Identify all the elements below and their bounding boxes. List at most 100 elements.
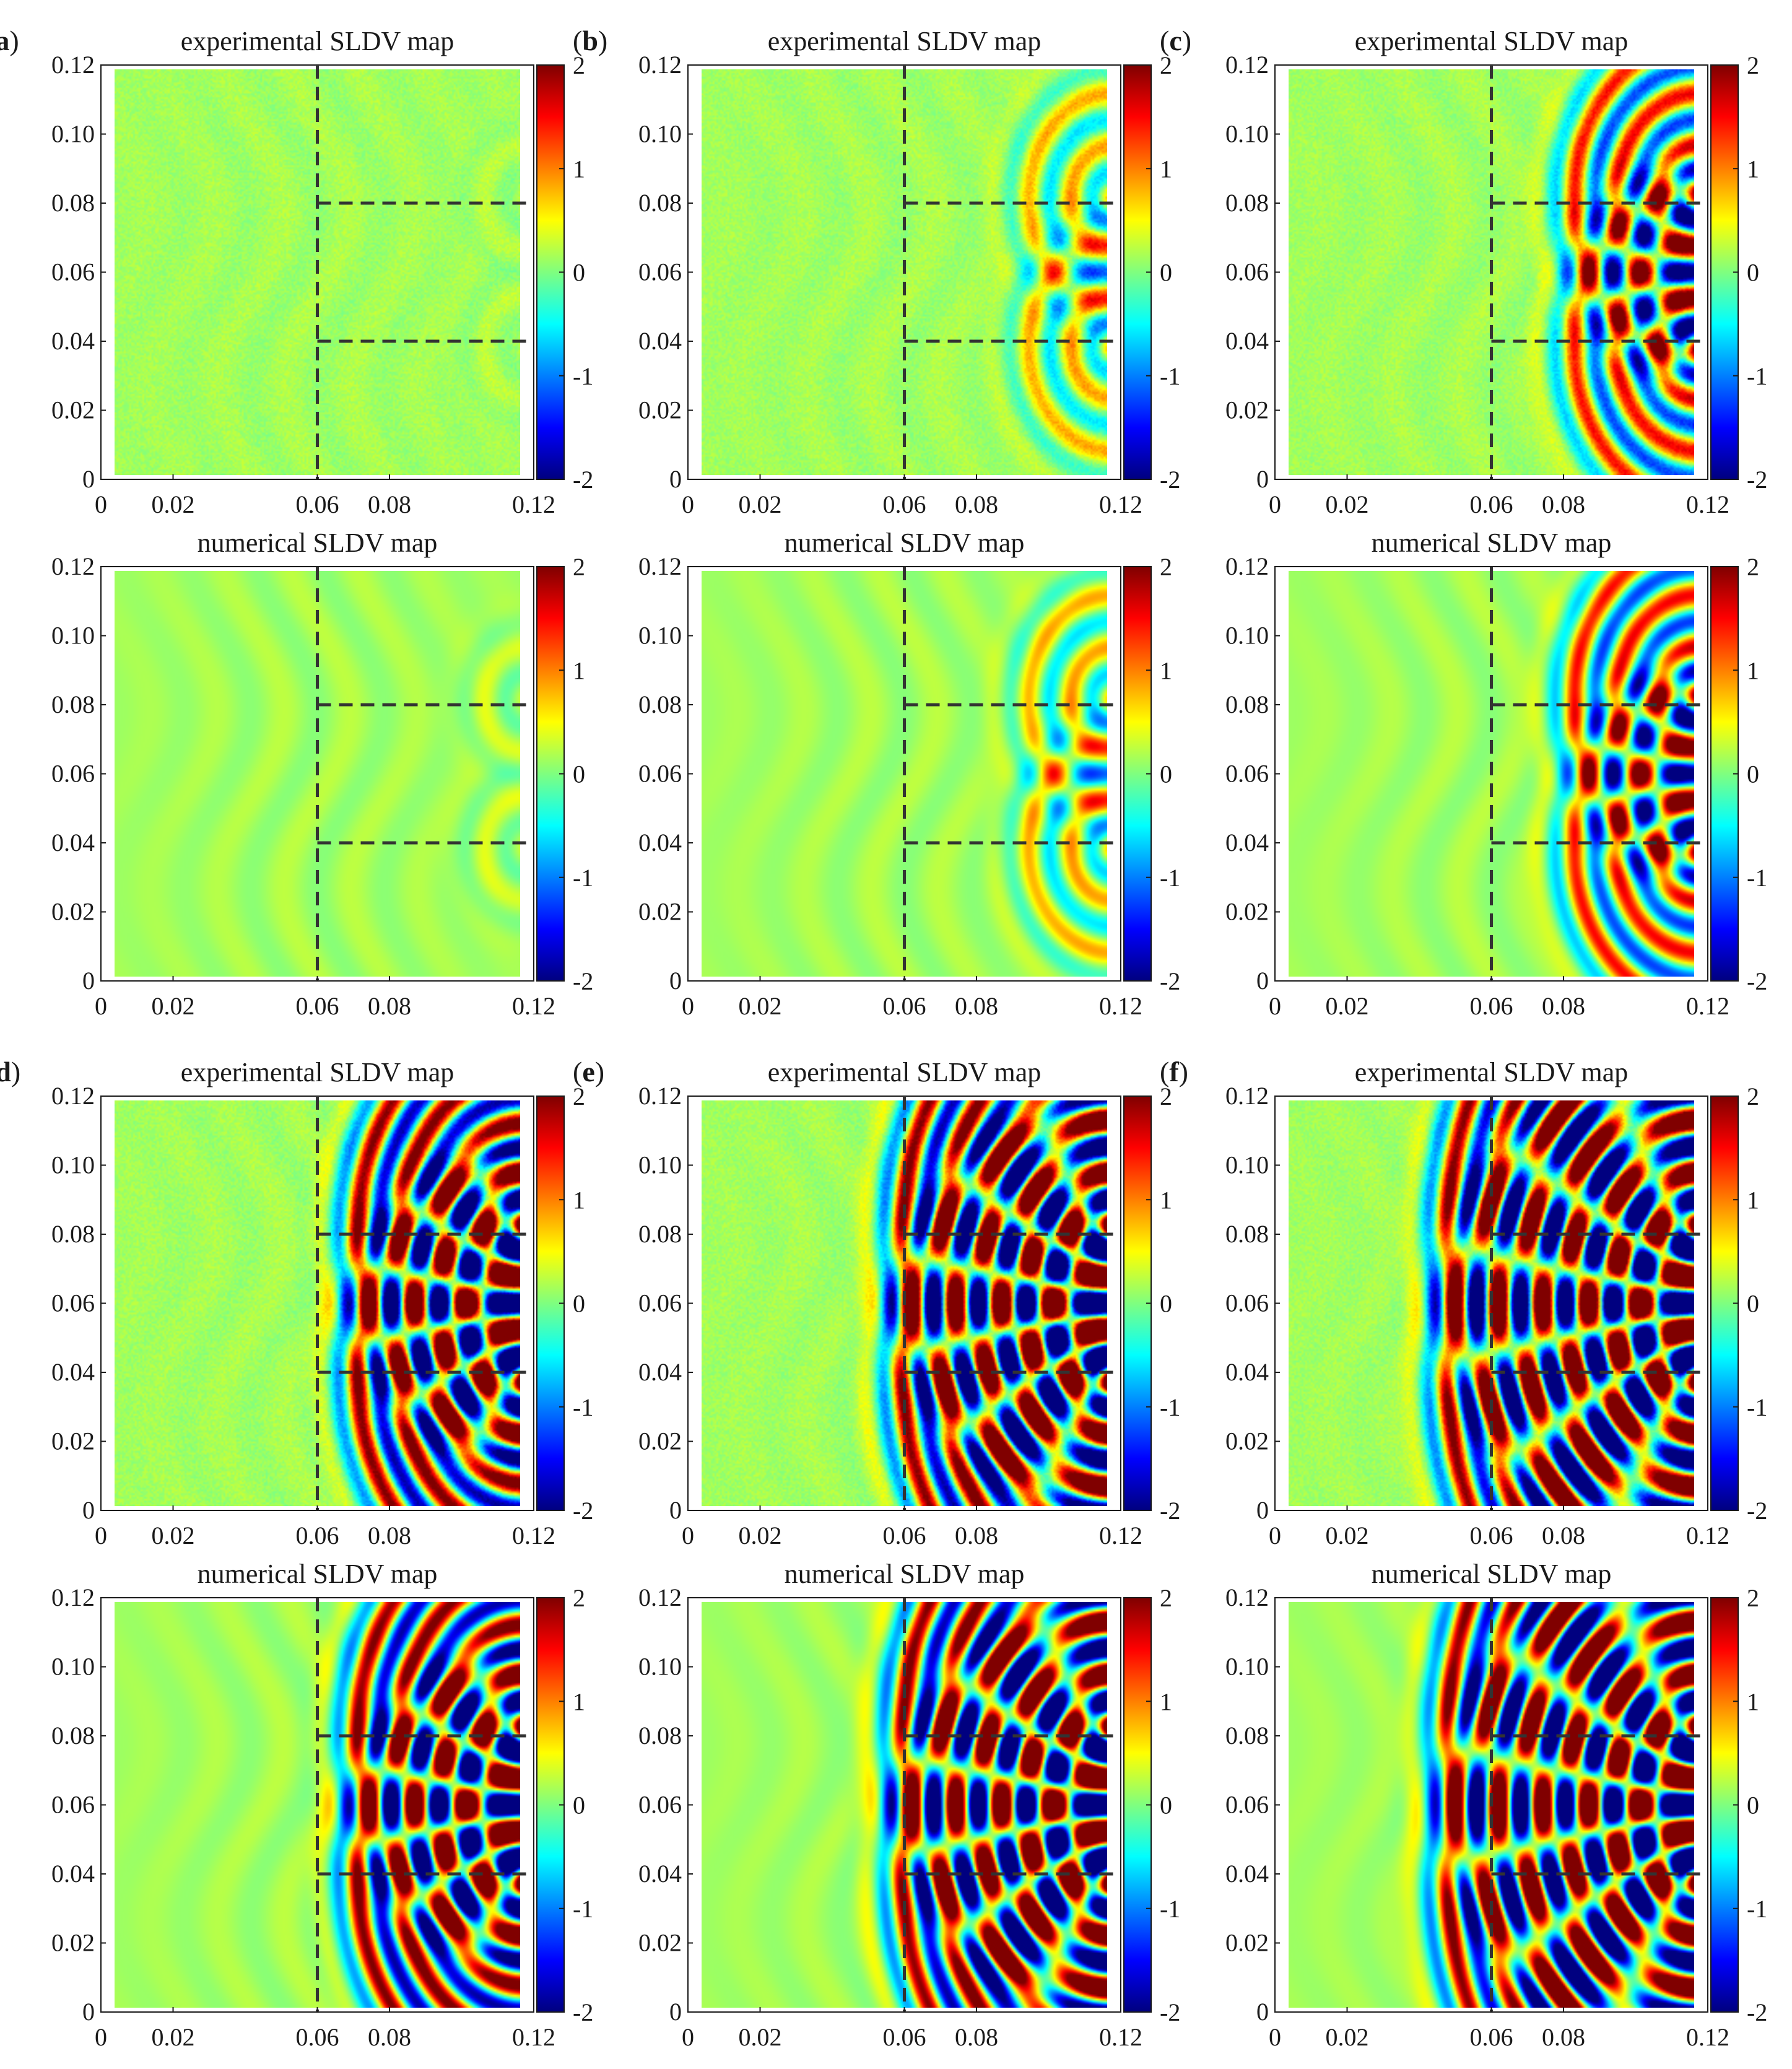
panel-label: (b) bbox=[573, 25, 607, 56]
colorbar-tick-label: 2 bbox=[573, 1082, 585, 1110]
x-tick-label: 0 bbox=[682, 490, 694, 518]
x-tick-label: 0.02 bbox=[152, 992, 195, 1020]
y-tick-label: 0 bbox=[82, 967, 95, 995]
chart-panel-c: 0 0.02 0.04 0.06 0.08 0.10 0.12 0 0.02 0.06 0.08 0.… bbox=[1160, 25, 1767, 518]
y-tick-label: 0.08 bbox=[638, 690, 682, 718]
y-tick-label: 0.12 bbox=[638, 51, 682, 79]
panel-label: (c) bbox=[1160, 25, 1191, 56]
y-tick-label: 0.06 bbox=[638, 1289, 682, 1317]
x-tick-label: 0.06 bbox=[883, 490, 926, 518]
x-tick-label: 0 bbox=[95, 1522, 107, 1549]
chart-panel-b: 0 0.02 0.04 0.06 0.08 0.10 0.12 0 0.02 0.06 0.08 0.… bbox=[573, 25, 1180, 518]
chart-panel-c_num: 0 0.02 0.04 0.06 0.08 0.10 0.12 0 0.02 0.06 0.08 0.… bbox=[1225, 528, 1767, 1020]
y-tick-label: 0.06 bbox=[51, 1289, 95, 1317]
y-tick-label: 0.06 bbox=[51, 258, 95, 286]
x-tick-label: 0.12 bbox=[1686, 1522, 1729, 1549]
colorbar-tick-label: -1 bbox=[573, 1895, 593, 1923]
x-tick-label: 0.02 bbox=[1326, 2023, 1369, 2051]
x-tick-label: 0.06 bbox=[1470, 490, 1513, 518]
y-tick-label: 0.04 bbox=[638, 1860, 682, 1888]
colorbar-tick-label: 0 bbox=[1160, 760, 1172, 788]
y-tick-label: 0.02 bbox=[51, 898, 95, 926]
panel-title: experimental SLDV map bbox=[1355, 26, 1629, 56]
x-tick-label: 0 bbox=[1269, 992, 1281, 1020]
colorbar-tick-label: 2 bbox=[1747, 1584, 1759, 1612]
x-tick-label: 0.08 bbox=[368, 992, 411, 1020]
colorbar-tick-label: 2 bbox=[1160, 553, 1172, 581]
x-tick-label: 0 bbox=[95, 992, 107, 1020]
y-tick-label: 0.10 bbox=[638, 120, 682, 148]
y-tick-label: 0.06 bbox=[1225, 760, 1269, 788]
x-tick-label: 0.02 bbox=[1326, 490, 1369, 518]
x-tick-label: 0.02 bbox=[152, 490, 195, 518]
y-tick-label: 0.12 bbox=[51, 51, 95, 79]
y-tick-label: 0 bbox=[82, 1998, 95, 2026]
y-tick-label: 0.08 bbox=[1225, 189, 1269, 217]
colorbar-tick-label: 2 bbox=[573, 553, 585, 581]
y-tick-label: 0 bbox=[82, 465, 95, 493]
colorbar-tick-label: 1 bbox=[573, 1688, 585, 1715]
y-tick-label: 0.12 bbox=[1225, 51, 1269, 79]
y-tick-label: 0.10 bbox=[1225, 1151, 1269, 1179]
x-tick-label: 0.02 bbox=[739, 992, 782, 1020]
y-tick-label: 0.12 bbox=[1225, 552, 1269, 580]
x-tick-label: 0.12 bbox=[512, 1522, 555, 1549]
colorbar-tick-label: 1 bbox=[1747, 1186, 1759, 1214]
panel-label: (f) bbox=[1160, 1056, 1188, 1087]
y-tick-label: 0 bbox=[1256, 1496, 1269, 1524]
chart-panel-f: 0 0.02 0.04 0.06 0.08 0.10 0.12 0 0.02 0.06 0.08 0.… bbox=[1160, 1056, 1767, 1549]
x-tick-label: 0.12 bbox=[1099, 490, 1142, 518]
y-tick-label: 0.04 bbox=[51, 1358, 95, 1386]
y-tick-label: 0.10 bbox=[51, 120, 95, 148]
colorbar-tick-label: -1 bbox=[573, 362, 593, 390]
colorbar-tick-label: 2 bbox=[1747, 51, 1759, 79]
colorbar-tick-label: 0 bbox=[1747, 1290, 1759, 1318]
chart-panel-e_num: 0 0.02 0.04 0.06 0.08 0.10 0.12 0 0.02 0.06 0.08 0.… bbox=[638, 1559, 1180, 2051]
y-tick-label: 0 bbox=[669, 967, 682, 995]
x-tick-label: 0.08 bbox=[1542, 490, 1585, 518]
x-tick-label: 0.02 bbox=[739, 1522, 782, 1549]
colorbar-tick-label: -2 bbox=[1160, 1998, 1180, 2026]
x-tick-label: 0.12 bbox=[1686, 992, 1729, 1020]
panel-title: experimental SLDV map bbox=[1355, 1057, 1629, 1087]
y-tick-label: 0.08 bbox=[638, 1722, 682, 1749]
y-tick-label: 0.04 bbox=[51, 1860, 95, 1888]
x-tick-label: 0.08 bbox=[955, 2023, 998, 2051]
chart-panel-e: 0 0.02 0.04 0.06 0.08 0.10 0.12 0 0.02 0.06 0.08 0.… bbox=[573, 1056, 1180, 1549]
colorbar-tick-label: 0 bbox=[1747, 1792, 1759, 1819]
colorbar-tick-label: 0 bbox=[1747, 259, 1759, 287]
y-tick-label: 0.10 bbox=[51, 1151, 95, 1179]
x-tick-label: 0.06 bbox=[883, 1522, 926, 1549]
chart-panel-d: 0 0.02 0.04 0.06 0.08 0.10 0.12 0 0.02 0.06 0.08 0.… bbox=[0, 1056, 593, 1549]
x-tick-label: 0.08 bbox=[368, 2023, 411, 2051]
x-tick-label: 0 bbox=[682, 992, 694, 1020]
y-tick-label: 0 bbox=[669, 1496, 682, 1524]
y-tick-label: 0.02 bbox=[638, 898, 682, 926]
y-tick-label: 0.02 bbox=[51, 1427, 95, 1455]
x-tick-label: 0.12 bbox=[512, 490, 555, 518]
x-tick-label: 0 bbox=[1269, 2023, 1281, 2051]
y-tick-label: 0.10 bbox=[51, 622, 95, 650]
panel-label: (a) bbox=[0, 25, 19, 56]
colorbar-tick-label: 2 bbox=[573, 51, 585, 79]
y-tick-label: 0.12 bbox=[638, 1082, 682, 1110]
y-tick-label: 0.06 bbox=[1225, 1289, 1269, 1317]
y-tick-label: 0.02 bbox=[1225, 1929, 1269, 1957]
y-tick-label: 0.04 bbox=[51, 829, 95, 856]
y-tick-label: 0.08 bbox=[1225, 690, 1269, 718]
colorbar-tick-label: 0 bbox=[573, 1290, 585, 1318]
colorbar-tick-label: 0 bbox=[1747, 760, 1759, 788]
colorbar-tick-label: -1 bbox=[1747, 1895, 1767, 1923]
y-tick-label: 0 bbox=[1256, 967, 1269, 995]
y-tick-label: 0.02 bbox=[1225, 396, 1269, 424]
x-tick-label: 0.12 bbox=[1686, 490, 1729, 518]
colorbar-tick-label: 2 bbox=[1160, 51, 1172, 79]
panel-title: experimental SLDV map bbox=[768, 1057, 1042, 1087]
colorbar-tick-label: -1 bbox=[1160, 1393, 1180, 1421]
x-tick-label: 0.06 bbox=[1470, 2023, 1513, 2051]
y-tick-label: 0 bbox=[669, 465, 682, 493]
panel-label: (d) bbox=[0, 1056, 20, 1087]
y-tick-label: 0.08 bbox=[638, 1220, 682, 1248]
y-tick-label: 0.06 bbox=[638, 1791, 682, 1819]
